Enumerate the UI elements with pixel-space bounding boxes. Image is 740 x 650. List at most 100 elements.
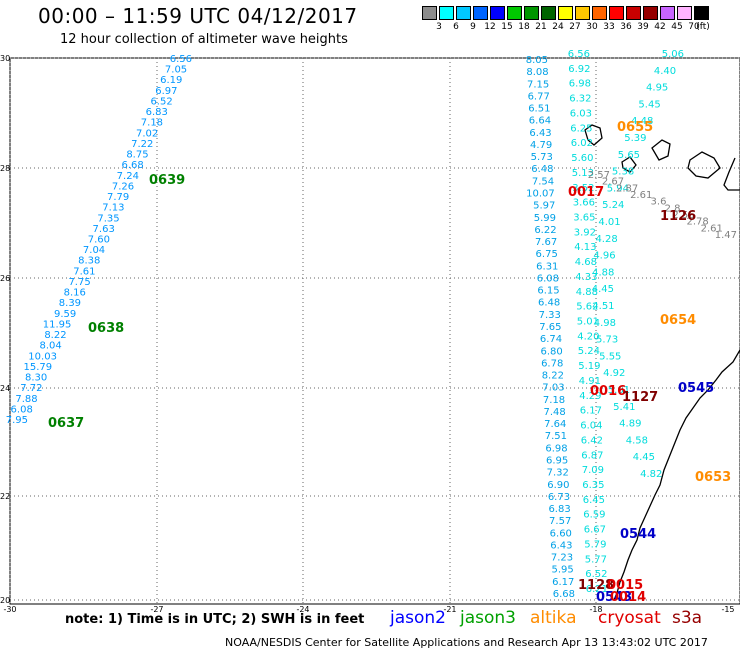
wave-height-label: 4.92 — [603, 368, 625, 379]
wave-height-label: 6.64 — [529, 116, 551, 127]
wave-height-label: 7.75 — [68, 277, 90, 288]
wave-height-label: 8.08 — [526, 67, 548, 78]
wave-height-label: 6.08 — [11, 404, 33, 415]
lon-tick-label: -18 — [589, 605, 602, 614]
wave-height-label: 8.22 — [44, 330, 66, 341]
wave-height-label: 6.04 — [580, 421, 602, 432]
chart-title: 00:00 – 11:59 UTC 04/12/2017 — [38, 4, 358, 28]
colorbar-swatch — [643, 6, 658, 20]
wave-height-label: 6.87 — [581, 450, 603, 461]
wave-height-label: 6.45 — [583, 495, 605, 506]
wave-height-label: 8.38 — [78, 256, 100, 267]
wave-height-label: 6.35 — [582, 480, 604, 491]
wave-height-label: 4.29 — [579, 391, 601, 402]
colorbar-unit: (ft) — [696, 22, 710, 32]
wave-height-label: 7.18 — [141, 118, 163, 129]
wave-height-label: 4.01 — [598, 217, 620, 228]
colorbar-swatch — [558, 6, 573, 20]
wave-height-label: 2.8 — [665, 203, 681, 214]
wave-height-label: 4.82 — [640, 469, 662, 480]
colorbar-swatch — [660, 6, 675, 20]
colorbar-tick-label: 21 — [535, 22, 547, 32]
axis-tick-labels: 30 28 26 24 22 20-30 -27 -24 -21 -18 -15 — [0, 54, 735, 614]
canary-island-4 — [687, 151, 721, 179]
wave-height-label: 6.52 — [585, 569, 607, 580]
wave-height-label: 4.88 — [576, 287, 598, 298]
wave-height-label: 6.68 — [553, 589, 575, 600]
wave-height-label: 6.43 — [529, 128, 551, 139]
wave-height-label: 1.47 — [715, 230, 737, 241]
wave-height-label: 7.04 — [83, 245, 105, 256]
lat-tick-label: 22 — [0, 492, 10, 501]
wave-height-label: 5.99 — [534, 213, 556, 224]
wave-height-label: 5.60 — [571, 153, 593, 164]
footer-note: note: 1) Time is in UTC; 2) SWH is in fe… — [65, 612, 365, 627]
wave-height-label: 6.60 — [550, 528, 572, 539]
africa-coastline — [613, 349, 740, 601]
wave-height-label: 7.95 — [6, 415, 28, 426]
colorbar-tick-label: 39 — [637, 22, 649, 32]
wave-height-label: 4.28 — [595, 234, 617, 245]
wave-height-label: 6.77 — [528, 91, 550, 102]
wave-height-label: 6.73 — [548, 492, 570, 503]
wave-height-label: 5.77 — [585, 554, 607, 565]
wave-height-label: 4.45 — [633, 452, 655, 463]
canary-island-1 — [584, 124, 603, 146]
wave-height-label: 6.52 — [150, 96, 172, 107]
wave-height-label: 7.26 — [112, 181, 134, 192]
wave-height-label: 6.48 — [531, 164, 553, 175]
wave-height-label: 5.79 — [584, 539, 606, 550]
wave-height-label: 6.75 — [536, 249, 558, 260]
colorbar-swatch — [626, 6, 641, 20]
colorbar-tick-label: 24 — [552, 22, 564, 32]
colorbar-swatch — [677, 6, 692, 20]
wave-height-label: 2.61 — [630, 190, 652, 201]
pass-time-label: 1127 — [622, 390, 658, 405]
wave-height-label: 9.59 — [54, 309, 76, 320]
wave-height-label: 6.51 — [528, 104, 550, 115]
lon-tick-label: -30 — [3, 605, 16, 614]
wave-height-label: 6.59 — [583, 510, 605, 521]
wave-height-label: 7.18 — [543, 395, 565, 406]
wave-height-label: 8.30 — [25, 373, 47, 384]
wave-height-label: 4.91 — [579, 376, 601, 387]
wave-height-label: 6.68 — [121, 160, 143, 171]
wave-height-label: 2.61 — [701, 223, 723, 234]
wave-height-label: 2.67 — [602, 177, 624, 188]
pass-time-label: 0545 — [678, 381, 714, 396]
pass-time-label: 0653 — [695, 470, 731, 485]
pass-time-label: 1126 — [660, 209, 696, 224]
wave-height-label: 5.41 — [613, 402, 635, 413]
wave-height-label: 5.13 — [572, 168, 594, 179]
wave-height-label: 8.39 — [59, 298, 81, 309]
wave-height-label: 7.67 — [535, 237, 557, 248]
wave-height-label: 6.08 — [537, 273, 559, 284]
colorbar-tick-label: 3 — [436, 22, 442, 32]
pass-time-label: 0014 — [610, 590, 646, 605]
wave-height-label: 4.68 — [575, 257, 597, 268]
wave-height-label: 6.92 — [568, 64, 590, 75]
wave-height-label: 4.48 — [631, 116, 653, 127]
wave-height-label: 7.09 — [582, 465, 604, 476]
lat-tick-label: 20 — [0, 596, 10, 605]
pass-time-label: 0638 — [88, 321, 124, 336]
wave-height-label: 6.32 — [569, 94, 591, 105]
wave-height-label: 3.52 — [572, 183, 594, 194]
wave-height-label: 11.95 — [43, 319, 72, 330]
wave-height-label: 7.63 — [93, 224, 115, 235]
wave-height-label: 5.62 — [576, 302, 598, 313]
wave-height-label: 8.75 — [126, 150, 148, 161]
wave-height-label: 7.48 — [544, 407, 566, 418]
colorbar-tick-label: 33 — [603, 22, 615, 32]
wave-height-label: 6.17 — [580, 406, 602, 417]
wave-height-label: 4.89 — [619, 419, 641, 430]
wave-height-label: 5.19 — [578, 361, 600, 372]
pass-time-label: 0639 — [149, 173, 185, 188]
lon-tick-label: -21 — [443, 605, 456, 614]
pass-time-label: 0015 — [607, 578, 643, 593]
lon-tick-label: -24 — [296, 605, 309, 614]
pass-time-label: 0017 — [568, 185, 604, 200]
colorbar-swatch — [575, 6, 590, 20]
colorbar-tick-label: 42 — [654, 22, 666, 32]
